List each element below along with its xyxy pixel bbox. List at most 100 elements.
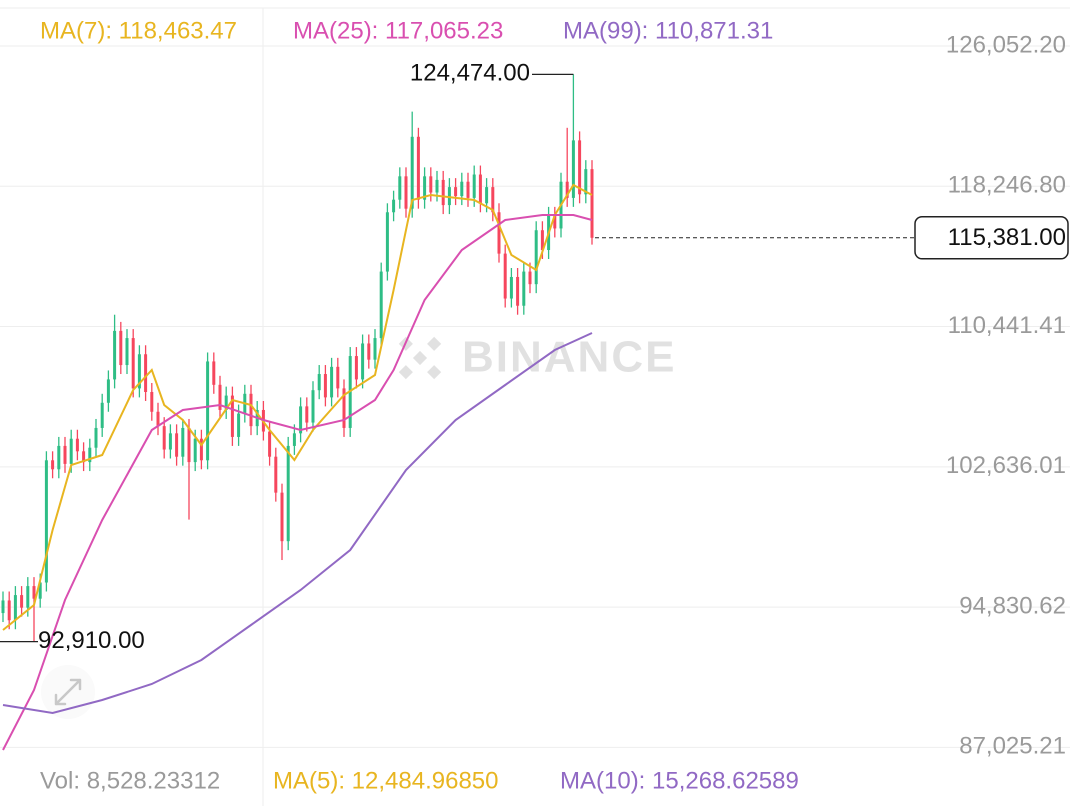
candle-body	[578, 140, 582, 195]
candle-body	[317, 374, 321, 391]
candle-body	[385, 212, 389, 272]
candle-body	[472, 174, 476, 198]
footer-entry: MA(5): 12,484.96850	[273, 767, 498, 794]
candle-body	[553, 215, 557, 229]
candle-body	[168, 433, 172, 450]
candle-body	[51, 460, 55, 470]
candle-body	[193, 438, 197, 463]
candle-body	[150, 391, 154, 412]
candle-body	[144, 354, 148, 392]
candle-body	[330, 366, 334, 398]
candle-body	[137, 354, 141, 389]
candle-body	[162, 426, 166, 450]
candle-body	[218, 384, 222, 410]
candle-body	[361, 343, 365, 380]
candle-body	[100, 402, 104, 428]
candle-body	[528, 271, 532, 285]
candle-body	[509, 276, 513, 299]
y-tick-label: 118,246.80	[948, 172, 1066, 199]
candle-body	[454, 187, 458, 197]
y-tick-label: 87,025.21	[959, 733, 1066, 760]
candle-body	[503, 253, 507, 299]
legend-entry: MA(99): 110,871.31	[563, 17, 773, 44]
candle-body	[206, 361, 210, 461]
last-price-label: 115,381.00	[948, 224, 1066, 251]
candle-body	[7, 600, 11, 621]
candle-body	[571, 140, 575, 198]
candle-body	[237, 413, 241, 437]
candle-body	[373, 338, 377, 360]
y-tick-label: 126,052.20	[946, 31, 1066, 58]
ma-line	[2, 183, 593, 631]
candle-body	[119, 330, 123, 366]
candle-body	[199, 438, 203, 461]
expand-icon[interactable]	[41, 665, 95, 719]
watermark-text: BINANCE	[462, 333, 676, 382]
legend-entry: MA(7): 118,463.47	[40, 17, 237, 44]
candle-body	[447, 187, 451, 206]
candle-body	[212, 361, 216, 385]
candle-body	[497, 212, 501, 254]
candle-body	[404, 176, 408, 209]
low-label: 92,910.00	[38, 627, 145, 654]
candle-body	[416, 136, 420, 200]
candle-body	[485, 187, 489, 204]
candle-body	[94, 427, 98, 448]
legend-entry: MA(25): 117,065.23	[293, 17, 503, 44]
candle-body	[268, 431, 272, 457]
candle-body	[69, 438, 73, 464]
candle-body	[125, 338, 129, 366]
ma-line	[2, 214, 593, 751]
last-price-box	[914, 216, 1069, 260]
candle-body	[181, 427, 185, 457]
candle-body	[491, 187, 495, 213]
candle-body	[106, 379, 110, 403]
candle-body	[429, 176, 433, 193]
candle-body	[423, 176, 427, 200]
candle-body	[478, 174, 482, 204]
candle-body	[13, 595, 17, 621]
candle-body	[540, 230, 544, 251]
candle-body	[460, 181, 464, 197]
candle-body	[156, 411, 160, 427]
candle-body	[82, 451, 86, 463]
candle-body	[584, 169, 588, 195]
candle-body	[565, 181, 569, 198]
footer-entry: MA(10): 15,268.62589	[560, 767, 799, 794]
candle-body	[57, 445, 61, 470]
candle-body	[88, 447, 92, 463]
candle-body	[441, 179, 445, 206]
candle-body	[286, 445, 290, 542]
footer-entry: Vol: 8,528.23312	[40, 767, 220, 794]
y-tick-label: 102,636.01	[946, 452, 1066, 479]
candle-body	[311, 390, 315, 423]
candle-body	[32, 586, 36, 599]
ma-line	[2, 332, 593, 715]
candle-body	[26, 586, 30, 608]
candle-body	[435, 179, 439, 193]
candle-body	[224, 395, 228, 410]
candle-body	[175, 433, 179, 457]
candle-body	[292, 433, 296, 446]
candle-body	[590, 169, 594, 238]
candle-body	[187, 427, 191, 463]
candle-body	[38, 582, 42, 599]
candle-body	[131, 338, 135, 389]
candle-body	[534, 230, 538, 285]
candle-body	[113, 330, 117, 380]
candle-body	[1, 600, 5, 614]
candle-body	[230, 395, 234, 437]
candle-body	[392, 199, 396, 213]
candle-body	[398, 176, 402, 200]
candle-body	[410, 136, 414, 209]
candle-body	[44, 460, 48, 583]
candle-body	[63, 445, 67, 464]
y-tick-label: 94,830.62	[959, 592, 1066, 619]
candle-body	[342, 388, 346, 428]
candle-body	[516, 276, 520, 306]
candle-body	[299, 406, 303, 434]
candle-body	[367, 343, 371, 360]
candle-body	[323, 374, 327, 398]
candle-body	[466, 181, 470, 198]
